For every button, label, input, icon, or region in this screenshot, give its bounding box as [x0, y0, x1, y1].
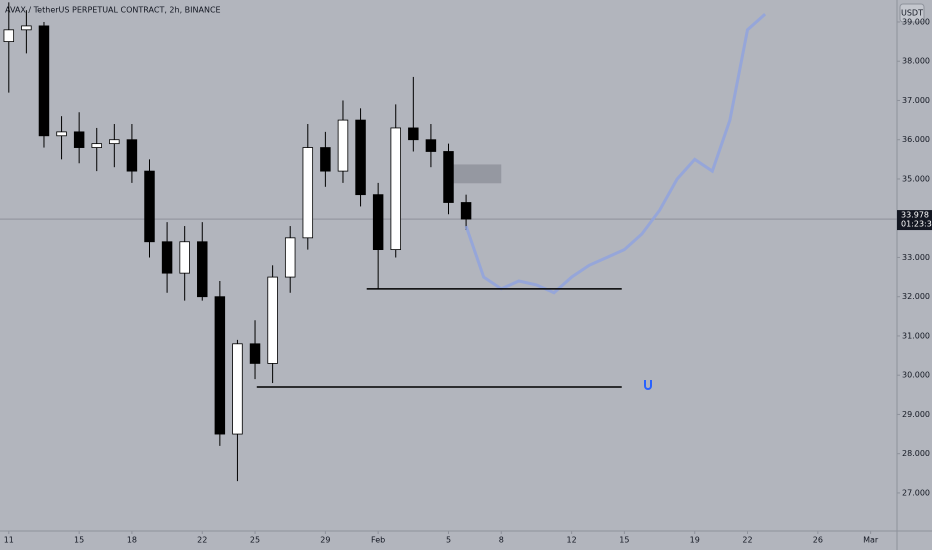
candle-body	[408, 127, 419, 141]
x-tick-label: 19	[690, 536, 700, 545]
candle-body	[38, 25, 50, 137]
zone-box	[446, 164, 502, 184]
candle-body	[109, 139, 120, 145]
x-tick-label: 8	[499, 536, 504, 545]
x-tick-label: Feb	[371, 536, 385, 545]
y-tick-label: 27.000	[902, 488, 930, 497]
y-tick-label: 39.000	[902, 17, 930, 26]
candle-body	[390, 127, 401, 251]
y-tick-label: 30.000	[902, 371, 930, 380]
candle-body	[179, 241, 190, 274]
candle-body	[144, 170, 155, 243]
y-tick-label: 29.000	[902, 410, 930, 419]
candle-body	[214, 296, 226, 435]
projection-line	[464, 13, 767, 295]
candle-body	[126, 139, 138, 172]
y-tick-label: 33.000	[902, 253, 930, 262]
price-tag-label: 33.978	[901, 211, 929, 220]
y-tick-label: 38.000	[902, 57, 930, 66]
x-tick-label: 15	[619, 536, 629, 545]
candle-body	[232, 343, 243, 435]
candle-body	[284, 237, 296, 278]
x-tick-label: 5	[446, 536, 451, 545]
countdown-label: 01:23:37	[901, 220, 932, 229]
y-tick-label: 28.000	[902, 449, 930, 458]
candle-body	[161, 241, 173, 274]
currency-button[interactable]	[899, 3, 925, 23]
candle-body	[355, 119, 366, 196]
candle-body	[73, 131, 85, 148]
x-tick-label: 22	[197, 536, 207, 545]
x-tick-label: 29	[320, 536, 330, 545]
candle-body	[320, 147, 331, 172]
candle-body	[249, 343, 261, 364]
x-tick-label: 25	[250, 536, 260, 545]
candle-body	[56, 131, 67, 137]
x-tick-label: 15	[74, 536, 84, 545]
candle-body	[372, 194, 384, 251]
currency-label[interactable]: USDT	[901, 9, 923, 18]
x-tick-label: Mar	[863, 536, 879, 545]
candle-body	[443, 151, 454, 203]
y-tick-label: 37.000	[902, 96, 930, 105]
y-tick-label: 35.000	[902, 174, 930, 183]
candle-body	[91, 143, 102, 148]
y-tick-label: 31.000	[902, 331, 930, 340]
x-tick-label: 26	[813, 536, 823, 545]
candle-body	[425, 139, 437, 152]
candle-body	[302, 147, 314, 239]
candle-body	[267, 276, 278, 364]
price-tag	[897, 210, 932, 231]
candle-body	[197, 241, 208, 298]
magnet-icon[interactable]	[644, 380, 652, 390]
candle-body	[337, 119, 349, 172]
y-tick-label: 36.000	[902, 135, 930, 144]
chart-title: AVAX / TetherUS PERPETUAL CONTRACT, 2h, …	[5, 6, 221, 15]
candle-body	[3, 29, 15, 43]
x-tick-label: 11	[4, 536, 14, 545]
candle-body	[460, 202, 472, 220]
x-tick-label: 22	[742, 536, 752, 545]
candle-body	[21, 25, 32, 31]
x-tick-label: 18	[127, 536, 137, 545]
x-tick-label: 12	[567, 536, 577, 545]
y-tick-label: 32.000	[902, 292, 930, 301]
